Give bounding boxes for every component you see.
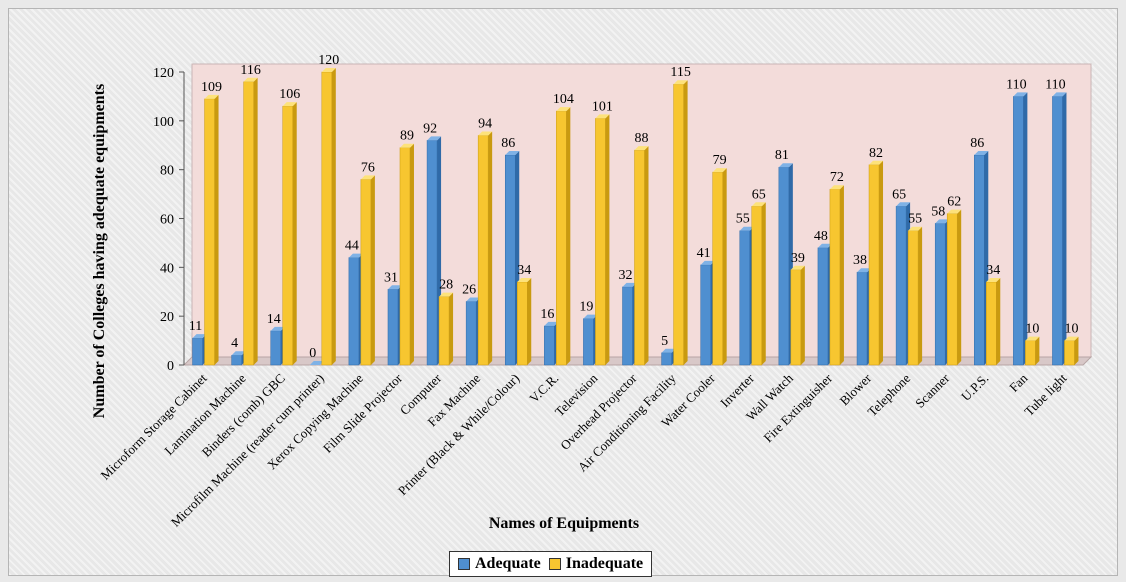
category-label: V.C.R.	[526, 371, 561, 406]
value-label-adequate: 44	[345, 239, 359, 254]
value-label-inadequate: 116	[240, 63, 260, 78]
bar-inadequate	[1025, 337, 1039, 365]
value-label-adequate: 38	[853, 253, 867, 268]
value-label-adequate: 14	[267, 312, 281, 327]
bar-inadequate	[283, 102, 297, 365]
y-tick-label: 80	[160, 164, 174, 179]
value-label-adequate: 86	[970, 136, 984, 151]
bar-inadequate	[635, 146, 649, 365]
value-label-adequate: 31	[384, 270, 398, 285]
y-axis-ticks: 0 20 40 60 80 100 120	[153, 66, 184, 374]
legend-label-adequate: Adequate	[475, 555, 541, 573]
value-label-inadequate: 10	[1064, 322, 1078, 337]
value-label-inadequate: 115	[670, 65, 690, 80]
value-label-adequate: 92	[423, 121, 437, 136]
y-tick-label: 100	[153, 115, 174, 130]
value-label-inadequate: 34	[517, 263, 531, 278]
x-axis-title: Names of Equipments	[489, 515, 639, 532]
value-label-adequate: 86	[501, 136, 515, 151]
value-label-adequate: 4	[231, 336, 238, 351]
value-label-adequate: 16	[540, 307, 554, 322]
value-label-inadequate: 39	[791, 251, 805, 266]
value-label-adequate: 26	[462, 283, 476, 298]
bar-inadequate	[947, 210, 961, 365]
value-label-adequate: 48	[814, 229, 828, 244]
value-label-inadequate: 94	[478, 116, 492, 131]
bar-inadequate	[478, 131, 492, 365]
value-label-inadequate: 120	[318, 53, 339, 68]
bar-inadequate	[361, 175, 375, 365]
legend-label-inadequate: Inadequate	[566, 555, 643, 573]
value-label-inadequate: 88	[635, 131, 649, 146]
value-label-inadequate: 72	[830, 170, 844, 185]
y-axis-title: Number of Colleges having adequate equip…	[91, 84, 108, 418]
value-label-adequate: 81	[775, 148, 789, 163]
legend-entry-adequate: Adequate	[458, 555, 541, 573]
value-label-adequate: 32	[619, 268, 633, 283]
bar-inadequate	[830, 185, 844, 365]
value-label-inadequate: 34	[986, 263, 1000, 278]
bar-inadequate	[517, 278, 531, 365]
value-label-adequate: 0	[309, 346, 316, 361]
value-label-adequate: 55	[736, 212, 750, 227]
bar-inadequate	[400, 144, 414, 365]
bar-inadequate	[869, 161, 883, 365]
bar-inadequate	[556, 107, 570, 365]
value-label-adequate: 110	[1006, 77, 1026, 92]
value-label-inadequate: 104	[553, 92, 574, 107]
category-label: Scanner	[912, 370, 953, 411]
category-label: U.P.S.	[958, 371, 991, 404]
category-label: Tube light	[1021, 370, 1070, 419]
bar-inadequate	[674, 80, 688, 365]
legend-swatch-inadequate	[549, 558, 561, 570]
value-label-inadequate: 10	[1025, 322, 1039, 337]
bar-inadequate	[791, 266, 805, 365]
category-label: Telephone	[864, 370, 913, 419]
y-tick-label: 40	[160, 261, 174, 276]
value-label-inadequate: 65	[752, 187, 766, 202]
value-label-inadequate: 55	[908, 212, 922, 227]
value-label-adequate: 41	[697, 246, 711, 261]
legend: Adequate Inadequate	[449, 551, 652, 577]
value-label-adequate: 11	[189, 319, 202, 334]
chart-frame: 0 20 40 60 80 100 120 11 109 4 116 14 106 0 120 44 76 31…	[8, 8, 1118, 576]
bar-inadequate	[1064, 337, 1078, 365]
value-label-adequate: 19	[579, 300, 593, 315]
category-label: Fan	[1006, 370, 1031, 395]
bar-inadequate	[908, 227, 922, 365]
value-label-inadequate: 76	[361, 160, 375, 175]
category-label: Blower	[836, 370, 874, 408]
legend-entry-inadequate: Inadequate	[549, 555, 643, 573]
y-tick-label: 120	[153, 66, 174, 81]
value-label-inadequate: 62	[947, 195, 961, 210]
bar-inadequate	[595, 114, 609, 365]
value-label-inadequate: 89	[400, 129, 414, 144]
value-label-adequate: 110	[1045, 77, 1065, 92]
value-label-adequate: 65	[892, 187, 906, 202]
y-tick-label: 0	[167, 359, 174, 374]
value-label-inadequate: 82	[869, 146, 883, 161]
y-tick-label: 60	[160, 213, 174, 228]
value-label-adequate: 5	[661, 334, 668, 349]
value-label-inadequate: 79	[713, 153, 727, 168]
bar-inadequate	[752, 202, 766, 365]
value-label-inadequate: 106	[279, 87, 300, 102]
bar-inadequate	[439, 293, 453, 365]
bar-inadequate	[244, 78, 258, 365]
bar-inadequate	[322, 68, 336, 365]
legend-swatch-adequate	[458, 558, 470, 570]
value-label-inadequate: 28	[439, 278, 453, 293]
value-label-inadequate: 101	[592, 99, 613, 114]
bar-inadequate	[713, 168, 727, 365]
value-label-adequate: 58	[931, 204, 945, 219]
y-tick-label: 20	[160, 310, 174, 325]
bar-inadequate	[986, 278, 1000, 365]
bar-inadequate	[205, 95, 219, 365]
value-label-inadequate: 109	[201, 80, 222, 95]
category-label: Fire Extinguisher	[760, 370, 835, 445]
